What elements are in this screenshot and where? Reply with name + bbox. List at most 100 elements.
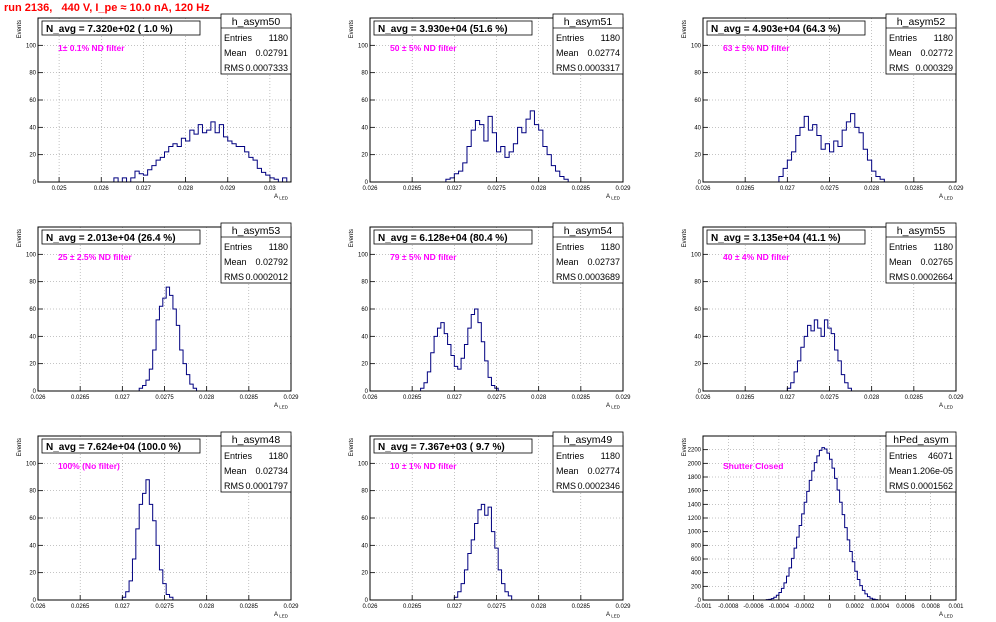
x-tick-label: 0.029 [948,395,964,401]
filter-annotation: 63 ± 5% ND filter [723,43,790,53]
stats-label: RMS [224,63,244,73]
stats-value: 0.02765 [920,257,953,267]
x-tick-label: 0.026 [695,186,711,192]
y-tick-label: 1200 [688,516,702,522]
y-tick-label: 200 [691,584,702,590]
y-tick-label: 0 [698,389,702,395]
stats-name: h_asym53 [232,225,281,237]
y-tick-label: 100 [26,43,37,49]
stats-value: 0.0001797 [245,481,288,491]
y-tick-label: 40 [694,334,701,340]
stats-value: 0.000329 [915,63,953,73]
histogram-h_asym55 [786,319,852,391]
title-box [41,20,201,36]
stats-value: 1180 [269,451,288,461]
stats-box [220,13,292,75]
x-tick-label: 0.027 [115,604,131,610]
y-axis-title: Events [682,229,688,247]
x-tick-label: 0.0285 [905,186,924,192]
x-tick-label: 0.0265 [736,395,755,401]
y-tick-label: 80 [694,71,701,77]
filter-annotation: 50 ± 5% ND filter [390,43,457,53]
x-tick-label: 0.028 [864,186,880,192]
x-axis-title: A LED [939,403,954,410]
x-tick-label: 0.0265 [403,604,422,610]
x-tick-label: 0.026 [362,395,378,401]
stats-box [885,222,957,284]
x-tick-label: 0.026 [94,186,110,192]
y-tick-label: 20 [29,571,36,577]
title-box [41,229,201,245]
stats-value: 0.02734 [255,466,288,476]
y-tick-label: 60 [29,98,36,104]
y-tick-label: 1400 [688,502,702,508]
x-tick-label: -0.001 [694,604,712,610]
stats-label: Entries [889,242,918,252]
y-tick-label: 20 [29,153,36,159]
stats-label: Entries [889,33,918,43]
y-axis-title: Events [349,229,355,247]
x-tick-label: 0.029 [283,395,299,401]
stats-box [552,431,624,493]
x-tick-label: 0.0275 [820,395,839,401]
stats-name: hPed_asym [893,434,949,446]
x-tick-label: 0.0285 [240,604,259,610]
stats-value: 0.0003689 [577,272,620,282]
y-tick-label: 0 [365,180,369,186]
y-tick-label: 40 [29,125,36,131]
histogram-title: N_avg = 7.624e+04 (100.0 %) [46,442,181,453]
stats-box [220,222,292,284]
stats-box [220,431,292,493]
y-tick-label: 40 [361,334,368,340]
stats-label: Mean [556,48,579,58]
y-tick-label: 100 [26,252,37,258]
stats-value: 0.02792 [255,257,288,267]
histogram-h_asym49 [453,503,513,600]
y-tick-label: 1000 [688,530,702,536]
y-tick-label: 80 [361,280,368,286]
histogram-h_asym54 [420,308,499,391]
y-tick-label: 20 [361,362,368,368]
x-axis-title: A LED [274,403,289,410]
x-axis-title: A LED [606,194,621,201]
x-tick-label: 0.0265 [736,186,755,192]
histogram-h_asym53 [138,286,198,391]
stats-label: RMS [556,481,576,491]
histogram-title: N_avg = 6.128e+04 (80.4 %) [378,233,508,244]
stats-value: 0.0001562 [910,481,953,491]
y-tick-label: 0 [365,389,369,395]
stats-label: Entries [556,242,585,252]
x-tick-label: 0.0285 [905,395,924,401]
stats-value: 1180 [934,242,953,252]
x-axis-title: A LED [274,612,289,619]
stats-name: h_asym50 [232,16,281,28]
stats-value: 0.0007333 [245,63,288,73]
x-tick-label: 0.027 [115,395,131,401]
stats-value: 0.02737 [587,257,620,267]
x-tick-label: 0.029 [615,604,631,610]
y-tick-label: 40 [361,125,368,131]
y-tick-label: 1800 [688,475,702,481]
x-axis-title: A LED [939,194,954,201]
histogram-hPed_asym [765,447,879,601]
y-tick-label: 0 [33,598,37,604]
title-box [41,438,201,454]
y-tick-label: 40 [29,543,36,549]
y-tick-label: 60 [694,307,701,313]
stats-value: 0.0002012 [245,272,288,282]
x-tick-label: 0.0275 [487,186,506,192]
y-tick-label: 0 [365,598,369,604]
histogram-title: N_avg = 2.013e+04 (26.4 %) [46,233,176,244]
x-tick-label: 0.001 [948,604,964,610]
title-box [373,229,533,245]
x-tick-label: 0.026 [30,395,46,401]
stats-label: Mean [224,257,247,267]
histogram-h_asym50 [109,121,288,183]
x-tick-label: 0.028 [531,186,547,192]
stats-label: RMS [224,481,244,491]
x-tick-label: -0.0008 [718,604,739,610]
page-title: run 2136, 440 V, I_pe ≈ 10.0 nA, 120 Hz [4,2,210,14]
stats-value: 1180 [601,451,620,461]
stats-value: 1.206e-05 [912,466,953,476]
stats-label: RMS [889,272,909,282]
